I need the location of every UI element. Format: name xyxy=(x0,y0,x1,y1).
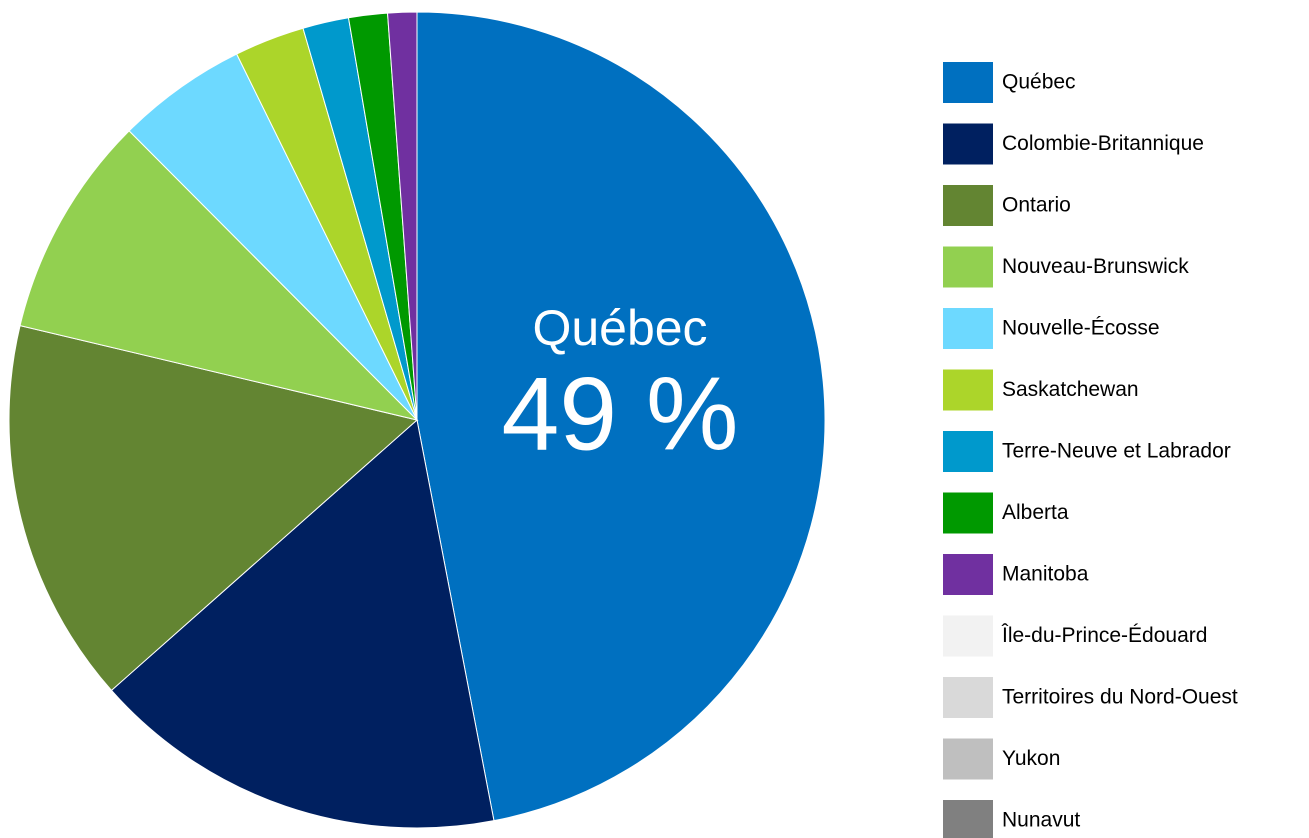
legend-label: Terre-Neuve et Labrador xyxy=(1002,440,1231,463)
legend-swatch xyxy=(943,677,993,718)
legend-swatch xyxy=(943,123,993,165)
legend-swatch xyxy=(943,738,993,780)
pie-slice xyxy=(19,130,419,421)
legend-swatch xyxy=(943,431,993,472)
legend-label: Ontario xyxy=(1002,194,1071,217)
legend-swatch xyxy=(943,369,993,411)
legend-label: Manitoba xyxy=(1002,563,1089,586)
center-category: Québec xyxy=(532,300,707,356)
center-value-label: 49 % xyxy=(501,356,738,472)
legend-label: Colombie-Britannique xyxy=(1002,132,1204,155)
legend-swatch xyxy=(943,185,993,226)
legend-swatch xyxy=(943,308,993,349)
pie-slice xyxy=(8,325,419,692)
legend-label: Nouveau-Brunswick xyxy=(1002,255,1189,278)
legend-swatch xyxy=(943,492,993,534)
legend-label: Nunavut xyxy=(1002,809,1080,832)
legend-label: Nouvelle-Écosse xyxy=(1002,317,1160,340)
legend-label: Île-du-Prince-Édouard xyxy=(1001,624,1207,647)
legend-swatch xyxy=(943,62,993,103)
legend-swatch xyxy=(943,615,993,657)
pie-slice xyxy=(110,419,495,829)
pie-slice xyxy=(416,11,826,822)
legend-label: Yukon xyxy=(1002,747,1060,770)
legend-swatch xyxy=(943,246,993,288)
pie xyxy=(8,11,826,829)
legend-label: Saskatchewan xyxy=(1002,378,1139,401)
legend-swatch xyxy=(943,554,993,595)
legend-swatch xyxy=(943,800,993,838)
legend-label: Québec xyxy=(1002,71,1076,94)
legend-label: Alberta xyxy=(1002,501,1069,524)
pie-slice xyxy=(386,11,418,421)
legend: Québec Colombie-Britannique Ontario Nouveau… xyxy=(943,62,1238,838)
legend-label: Territoires du Nord-Ouest xyxy=(1002,686,1238,709)
